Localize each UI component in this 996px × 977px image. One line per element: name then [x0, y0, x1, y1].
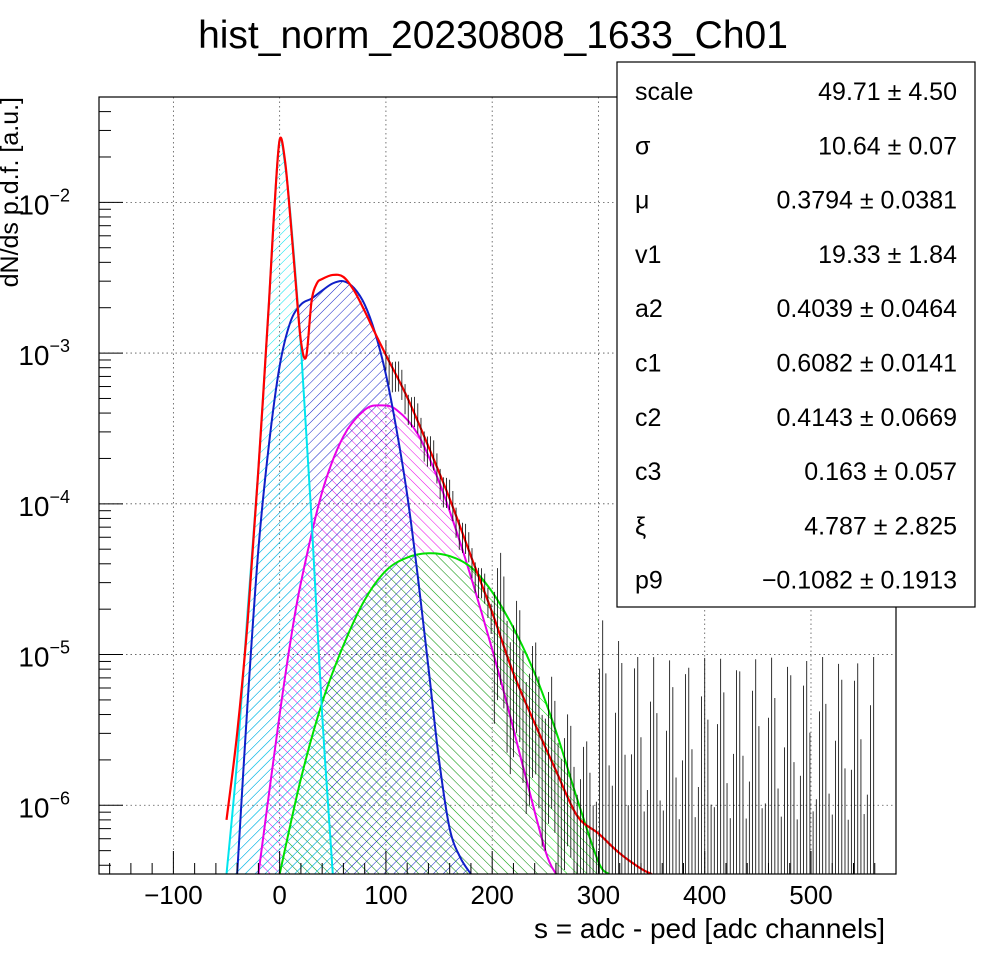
- stats-param-value: 10.64 ± 0.07: [818, 132, 957, 160]
- plus-minus-sign: ±: [881, 241, 909, 269]
- y-tick-base: 10: [18, 189, 49, 220]
- x-tick-label: 200: [470, 880, 513, 910]
- stats-error: 0.0141: [881, 350, 957, 378]
- plus-minus-sign: ±: [881, 78, 909, 106]
- stats-error: 0.0669: [881, 404, 957, 432]
- red-series-line: [225, 136, 653, 874]
- stats-error: 0.0464: [881, 295, 958, 323]
- stats-value: −0.1082: [762, 567, 853, 595]
- y-tick-base: 10: [18, 642, 49, 673]
- plus-minus-sign: ±: [853, 404, 881, 432]
- x-tick-label: 500: [789, 880, 832, 910]
- stats-param-name: scale: [635, 78, 693, 106]
- plus-minus-sign: ±: [867, 458, 895, 486]
- x-axis-label: s = adc - ped [adc channels]: [534, 913, 885, 944]
- plus-minus-sign: ±: [853, 295, 881, 323]
- plus-minus-sign: ±: [881, 132, 909, 160]
- y-tick-base: 10: [18, 491, 49, 522]
- stats-param-name: c2: [635, 404, 661, 432]
- y-tick-label: 10−6: [18, 788, 70, 823]
- stats-error: 2.825: [894, 512, 957, 540]
- stats-param-value: −0.1082 ± 0.1913: [762, 567, 957, 595]
- stats-param-name: c3: [635, 458, 661, 486]
- stats-param-value: 0.3794 ± 0.0381: [776, 187, 957, 215]
- stats-param-name: p9: [635, 567, 663, 595]
- plus-minus-sign: ±: [853, 187, 881, 215]
- stats-param-name: ξ: [635, 512, 646, 540]
- y-tick-exponent: −4: [49, 487, 70, 507]
- plus-minus-sign: ±: [867, 512, 895, 540]
- stats-param-name: c1: [635, 350, 661, 378]
- stats-param-name: v1: [635, 241, 661, 269]
- stats-error: 0.0381: [881, 187, 957, 215]
- stats-error: 1.84: [908, 241, 957, 269]
- stats-param-value: 0.6082 ± 0.0141: [776, 350, 957, 378]
- y-tick-base: 10: [18, 340, 49, 371]
- magenta-series-line: [257, 404, 557, 874]
- stats-error: 0.1913: [881, 567, 957, 595]
- y-tick-exponent: −2: [49, 185, 70, 205]
- chart-title: hist_norm_20230808_1633_Ch01: [198, 14, 788, 57]
- plus-minus-sign: ±: [853, 567, 881, 595]
- y-tick-label: 10−5: [18, 638, 70, 673]
- stats-value: 0.6082: [776, 350, 852, 378]
- y-tick-label: 10−3: [18, 336, 70, 371]
- stats-param-value: 0.4143 ± 0.0669: [776, 404, 957, 432]
- stats-param-name: μ: [635, 187, 649, 215]
- stats-value: 19.33: [818, 241, 881, 269]
- stats-param-value: 49.71 ± 4.50: [818, 78, 957, 106]
- x-tick-label: 100: [364, 880, 407, 910]
- stats-param-name: σ: [635, 132, 651, 160]
- x-tick-label: −100: [144, 880, 203, 910]
- series-lines: [225, 136, 875, 874]
- plus-minus-sign: ±: [853, 350, 881, 378]
- cyan-component-fill: [226, 138, 333, 874]
- y-tick-label: 10−4: [18, 487, 70, 522]
- stats-box: scale 49.71 ± 4.50 σ 10.64 ± 0.07 μ 0.3794 ± …: [616, 61, 976, 608]
- stats-box-frame: [616, 61, 976, 608]
- stats-error: 0.07: [908, 132, 957, 160]
- stats-value: 0.4039: [776, 295, 852, 323]
- x-tick-label: 400: [683, 880, 726, 910]
- y-tick-label: 10−2: [18, 185, 70, 220]
- stats-param-value: 0.4039 ± 0.0464: [776, 295, 957, 323]
- y-tick-exponent: −3: [49, 336, 70, 356]
- stats-value: 0.163: [804, 458, 867, 486]
- stats-param-value: 0.163 ± 0.057: [804, 458, 957, 486]
- stats-param-value: 19.33 ± 1.84: [818, 241, 957, 269]
- stats-value: 0.3794: [776, 187, 853, 215]
- y-tick-exponent: −6: [49, 788, 70, 808]
- fill-areas: [226, 138, 610, 874]
- stats-param-value: 4.787 ± 2.825: [804, 512, 957, 540]
- stats-value: 4.787: [804, 512, 867, 540]
- x-tick-label: 300: [577, 880, 620, 910]
- y-tick-exponent: −5: [49, 638, 70, 658]
- y-axis-label: dN/ds p.d.f. [a.u.]: [0, 97, 24, 287]
- stats-value: 49.71: [818, 78, 881, 106]
- y-tick-base: 10: [18, 792, 49, 823]
- x-tick-label: 0: [272, 880, 286, 910]
- stats-error: 4.50: [908, 78, 957, 106]
- stats-param-name: a2: [635, 295, 663, 323]
- stats-value: 0.4143: [776, 404, 852, 432]
- stats-value: 10.64: [818, 132, 881, 160]
- stats-error: 0.057: [894, 458, 957, 486]
